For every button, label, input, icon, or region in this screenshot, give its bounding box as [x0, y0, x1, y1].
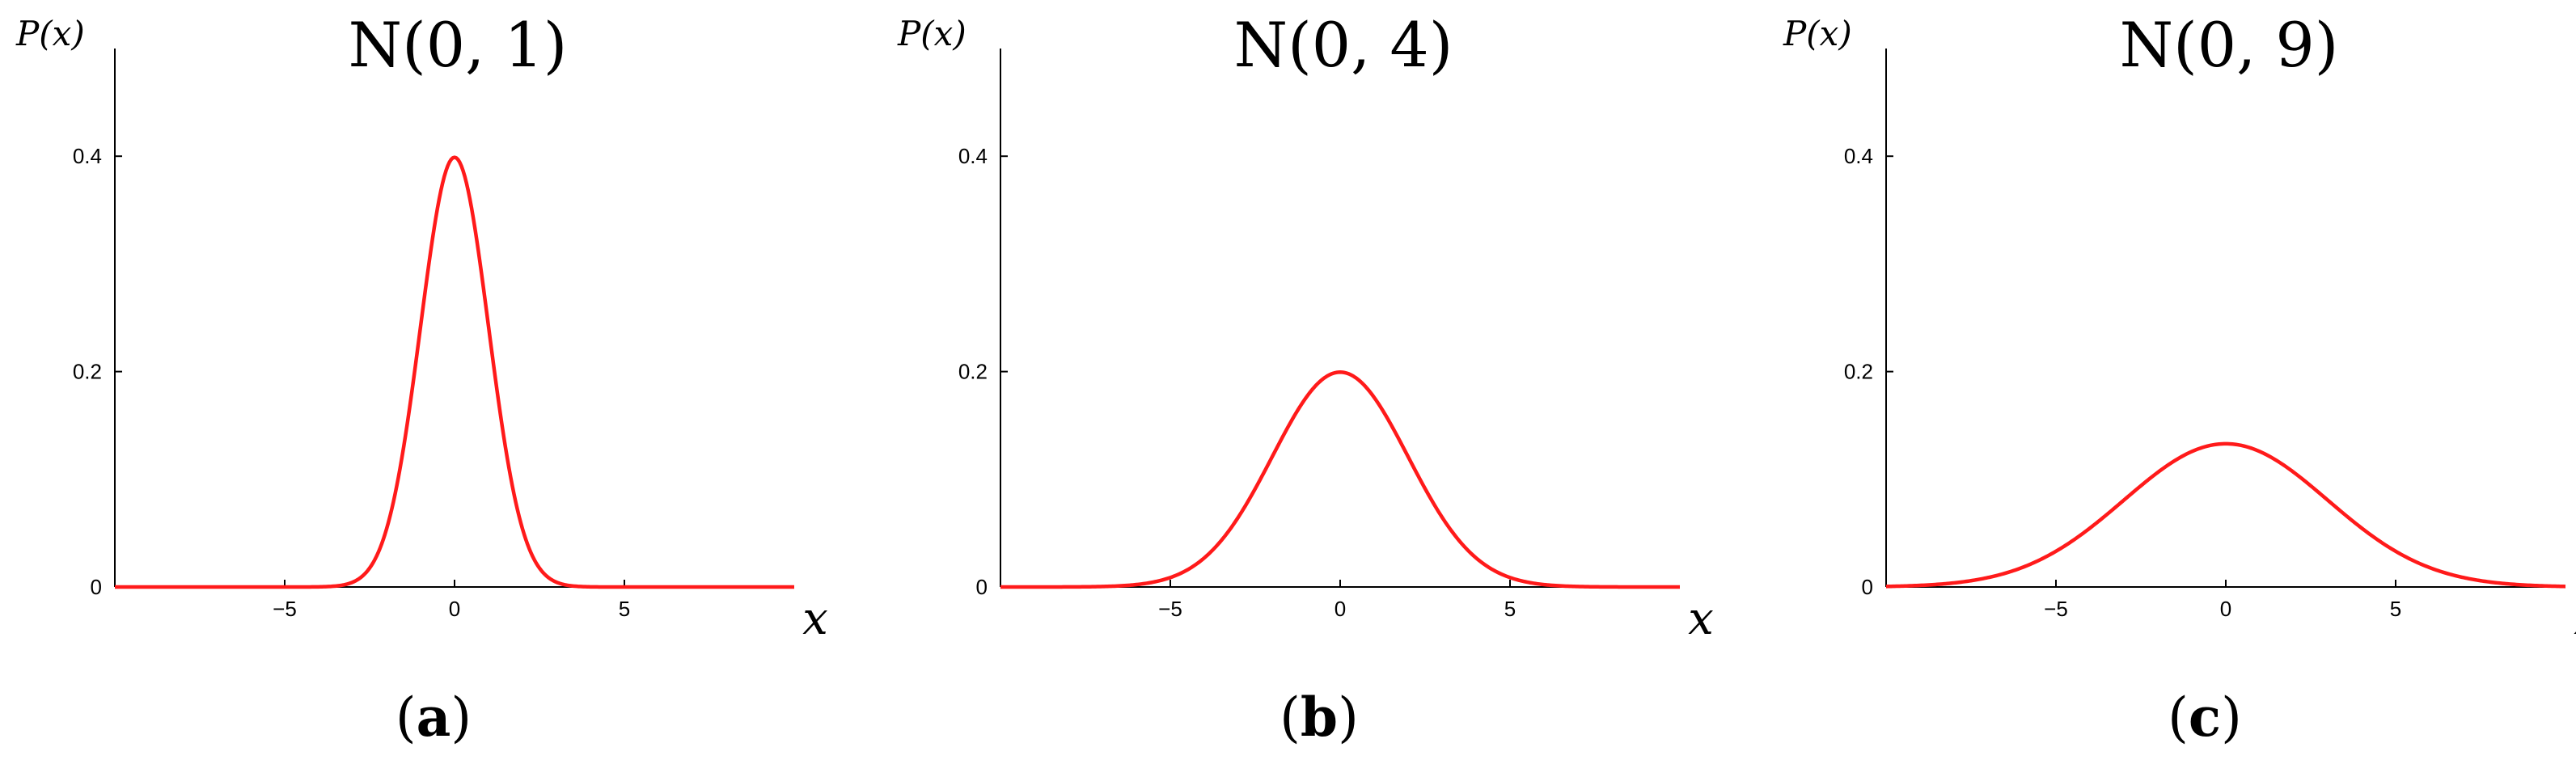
y-tick-label: 0 — [976, 575, 988, 599]
panel-caption: (b) — [1280, 686, 1359, 749]
y-tick-label: 0.4 — [958, 144, 988, 168]
y-tick-label: 0.4 — [1844, 144, 1873, 168]
x-tick-label: 5 — [619, 597, 630, 621]
x-tick-label: 0 — [2220, 597, 2231, 621]
chart-title: N(0, 4) — [1234, 9, 1453, 81]
y-axis-label: P(x) — [15, 14, 85, 53]
chart-panel-c: 0 0.2 0.4 −5 0 5 N(0, 9) P(x) x (c) — [1783, 9, 2576, 749]
panel-caption: (a) — [395, 686, 472, 749]
y-tick-label: 0 — [91, 575, 102, 599]
x-tick-label: 5 — [1504, 597, 1516, 621]
y-tick-label: 0 — [1862, 575, 1873, 599]
x-tick-label: −5 — [273, 597, 297, 621]
x-axis-label: x — [2574, 593, 2576, 645]
y-axis-label: P(x) — [1783, 14, 1852, 53]
x-tick-label: 0 — [449, 597, 460, 621]
density-curve — [1885, 441, 2566, 589]
chart-panel-b: 0 0.2 0.4 −5 0 5 N(0, 4) P(x) x (b) — [897, 9, 1714, 749]
y-tick-label: 0.2 — [1844, 360, 1873, 384]
x-tick-label: −5 — [1158, 597, 1182, 621]
density-curve — [1000, 370, 1681, 589]
density-curve — [114, 155, 795, 589]
chart-title: N(0, 9) — [2120, 9, 2339, 81]
x-axis-label: x — [1688, 593, 1714, 645]
y-tick-label: 0.4 — [73, 144, 102, 168]
panel-caption: (c) — [2168, 686, 2242, 749]
x-axis-label: x — [802, 593, 828, 645]
y-tick-label: 0.2 — [958, 360, 988, 384]
x-tick-label: 0 — [1335, 597, 1346, 621]
chart-title: N(0, 1) — [349, 9, 568, 81]
x-tick-label: 5 — [2390, 597, 2401, 621]
chart-panel-a: 0 0.2 0.4 −5 0 5 N(0, 1) P(x) x (a) — [15, 9, 828, 749]
y-tick-label: 0.2 — [73, 360, 102, 384]
x-tick-label: −5 — [2044, 597, 2068, 621]
y-axis-label: P(x) — [897, 14, 967, 53]
